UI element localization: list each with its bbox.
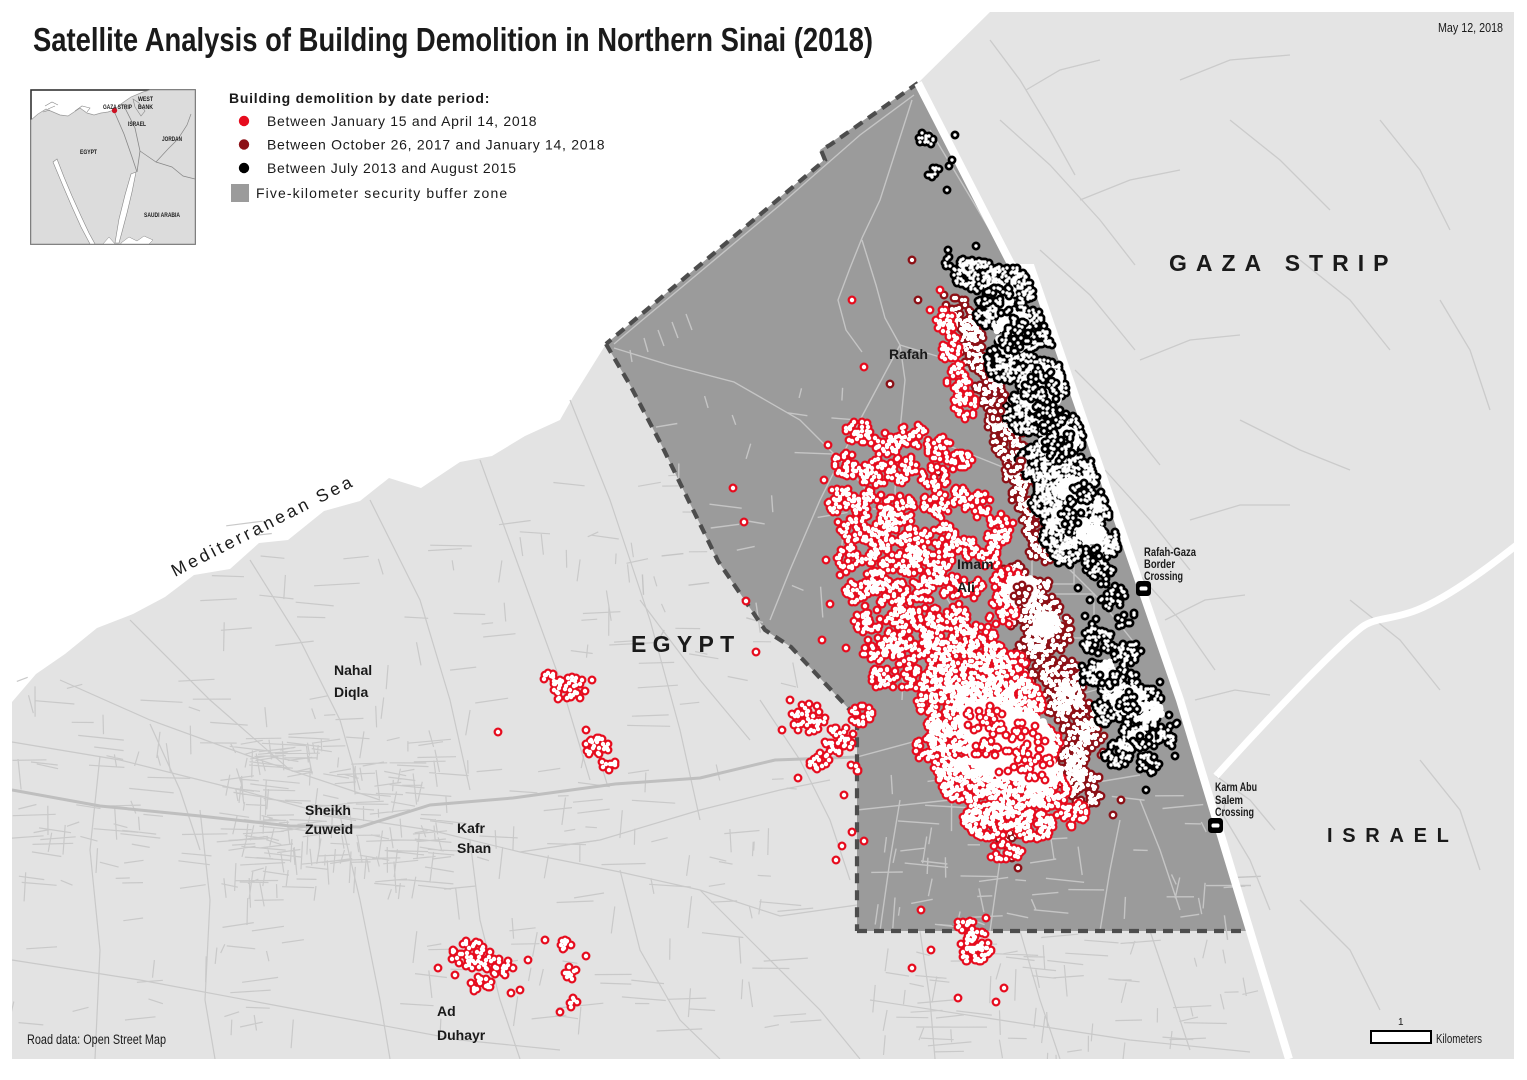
svg-text:Road data: Open Street Map: Road data: Open Street Map	[27, 1032, 166, 1047]
svg-text:GAZA STRIP: GAZA STRIP	[103, 104, 132, 111]
svg-text:ISRAEL: ISRAEL	[1327, 825, 1459, 847]
svg-text:Rafah: Rafah	[889, 346, 928, 362]
svg-text:ISRAEL: ISRAEL	[128, 121, 146, 128]
svg-text:GAZA STRIP: GAZA STRIP	[1169, 250, 1397, 276]
svg-text:Sheikh: Sheikh	[305, 802, 351, 818]
svg-text:Zuweid: Zuweid	[305, 821, 353, 837]
svg-text:Satellite Analysis of Building: Satellite Analysis of Building Demolitio…	[33, 21, 873, 58]
svg-text:Border: Border	[1144, 559, 1175, 571]
svg-text:Nahal: Nahal	[334, 662, 372, 678]
svg-text:Diqla: Diqla	[334, 684, 368, 700]
svg-text:Crossing: Crossing	[1144, 571, 1183, 583]
svg-text:BANK: BANK	[138, 104, 153, 111]
svg-text:Ad: Ad	[437, 1003, 456, 1019]
svg-text:SAUDI ARABIA: SAUDI ARABIA	[144, 212, 180, 219]
svg-text:Between January 15 and April 1: Between January 15 and April 14, 2018	[267, 113, 537, 129]
svg-text:Ali: Ali	[957, 579, 975, 595]
svg-text:Karm Abu: Karm Abu	[1215, 782, 1257, 794]
svg-text:Imam: Imam	[957, 556, 994, 572]
svg-text:Between October 26, 2017 and J: Between October 26, 2017 and January 14,…	[267, 137, 605, 153]
svg-text:Salem: Salem	[1215, 795, 1243, 807]
svg-text:Crossing: Crossing	[1215, 807, 1254, 819]
svg-text:WEST: WEST	[138, 96, 153, 103]
svg-text:JORDAN: JORDAN	[162, 136, 182, 143]
svg-text:Kilometers: Kilometers	[1436, 1032, 1482, 1046]
svg-text:Five-kilometer security buffer: Five-kilometer security buffer zone	[256, 185, 508, 201]
svg-text:Duhayr: Duhayr	[437, 1027, 486, 1043]
svg-text:Between July 2013 and August 2: Between July 2013 and August 2015	[267, 160, 517, 176]
svg-text:Rafah-Gaza: Rafah-Gaza	[1144, 547, 1196, 559]
svg-text:1: 1	[1398, 1017, 1404, 1028]
svg-text:EGYPT: EGYPT	[631, 631, 740, 657]
svg-text:Shan: Shan	[457, 840, 491, 856]
svg-text:Kafr: Kafr	[457, 820, 486, 836]
svg-text:Building demolition by date pe: Building demolition by date period:	[229, 90, 490, 106]
svg-text:May 12, 2018: May 12, 2018	[1438, 21, 1503, 35]
svg-text:EGYPT: EGYPT	[80, 149, 97, 156]
